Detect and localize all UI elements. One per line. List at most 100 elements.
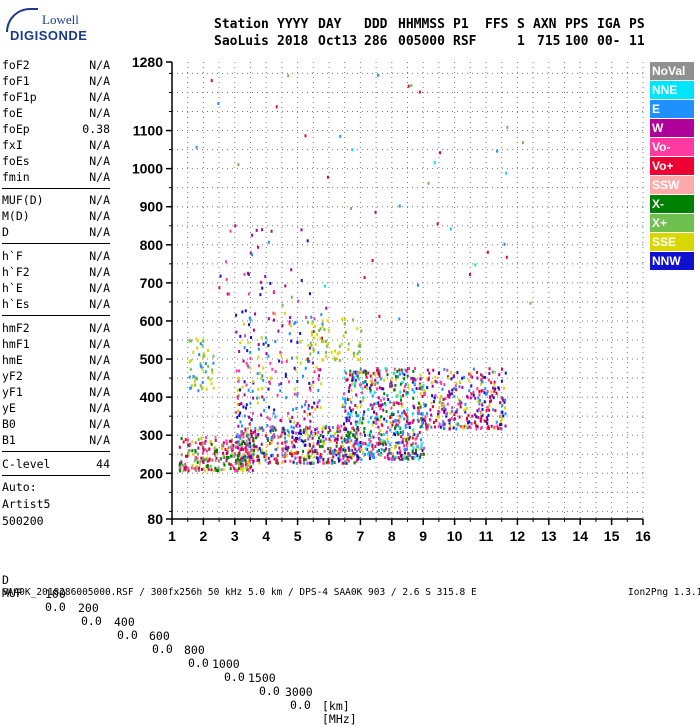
echo-point xyxy=(378,369,381,373)
echo-point xyxy=(398,416,401,420)
echo-point xyxy=(500,379,503,383)
echo-point xyxy=(310,447,313,451)
param-label: yF1 xyxy=(2,385,23,399)
echo-point xyxy=(212,361,215,365)
echo-point xyxy=(406,391,409,395)
logo-line1: Lowell xyxy=(42,12,79,27)
echo-point xyxy=(256,396,259,400)
echo-point xyxy=(413,455,416,459)
muf-value: 0.0 xyxy=(259,684,280,698)
echo-point xyxy=(229,445,232,449)
echo-point xyxy=(282,449,285,453)
echo-point xyxy=(327,447,330,451)
echo-point xyxy=(317,440,320,444)
echo-point xyxy=(321,444,324,448)
echo-point xyxy=(304,428,307,432)
echo-point xyxy=(196,457,199,461)
echo-point xyxy=(386,455,389,459)
echo-point xyxy=(238,465,241,469)
echo-point xyxy=(214,438,217,442)
echo-point xyxy=(353,452,356,456)
echo-point xyxy=(252,431,255,435)
echo-point xyxy=(261,228,264,232)
echo-point xyxy=(453,394,456,398)
echo-point xyxy=(301,405,304,409)
echo-point xyxy=(432,368,435,372)
echo-point xyxy=(325,306,328,310)
echo-point xyxy=(259,413,262,417)
echo-point xyxy=(246,364,249,368)
echo-point xyxy=(257,455,260,459)
header-label-doy: DDD xyxy=(364,17,388,32)
echo-point xyxy=(359,400,362,404)
echo-point xyxy=(476,387,479,391)
echo-point xyxy=(416,433,419,437)
echo-point xyxy=(197,452,200,456)
echo-point xyxy=(228,439,231,443)
echo-point xyxy=(202,448,205,452)
echo-point xyxy=(293,445,296,449)
echo-point xyxy=(291,435,294,439)
echo-point xyxy=(237,409,240,413)
echo-point xyxy=(235,410,238,414)
echo-point xyxy=(370,383,373,387)
echo-point xyxy=(294,456,297,460)
logo-line2: DIGISONDE xyxy=(10,28,88,43)
x-tick-label: 9 xyxy=(419,528,427,544)
echo-point xyxy=(229,454,232,458)
echo-point xyxy=(281,324,284,328)
echo-point xyxy=(444,408,447,412)
echo-point xyxy=(521,141,524,145)
echo-point xyxy=(451,409,454,413)
echo-point xyxy=(266,443,269,447)
echo-point xyxy=(327,430,330,434)
echo-point xyxy=(399,382,402,386)
echo-point xyxy=(295,406,298,410)
auto-line1: Auto: xyxy=(2,480,37,494)
echo-point xyxy=(412,418,415,422)
echo-point xyxy=(296,393,299,397)
param-label: fmin xyxy=(2,170,30,184)
echo-point xyxy=(296,421,299,425)
echo-point xyxy=(431,394,434,398)
echo-point xyxy=(490,424,493,428)
echo-point xyxy=(276,461,279,465)
echo-point xyxy=(244,429,247,433)
echo-point xyxy=(395,375,398,379)
echo-point xyxy=(284,436,287,440)
echo-point xyxy=(248,422,251,426)
echo-point xyxy=(262,428,265,432)
echo-point xyxy=(300,439,303,443)
echo-point xyxy=(378,386,381,390)
echo-point xyxy=(348,440,351,444)
echo-point xyxy=(260,448,263,452)
echo-point xyxy=(468,425,471,429)
echo-point xyxy=(443,367,446,371)
x-tick-label: 12 xyxy=(510,528,526,544)
echo-point xyxy=(298,424,301,428)
echo-point xyxy=(487,425,490,429)
echo-point xyxy=(274,340,277,344)
echo-point xyxy=(475,424,478,428)
echo-point xyxy=(314,455,317,459)
echo-point xyxy=(217,459,220,463)
echo-point xyxy=(264,434,267,438)
x-tick-label: 10 xyxy=(447,528,463,544)
echo-point xyxy=(354,439,357,443)
echo-point xyxy=(472,393,475,397)
echo-point xyxy=(354,433,357,437)
echo-point xyxy=(392,401,395,405)
echo-point xyxy=(404,382,407,386)
echo-point xyxy=(433,396,436,400)
echo-point xyxy=(505,171,508,175)
echo-point xyxy=(347,430,350,434)
echo-point xyxy=(458,402,461,406)
header-label-ffs: FFS xyxy=(485,17,509,32)
echo-point xyxy=(411,412,414,416)
echo-point xyxy=(276,453,279,457)
echo-point xyxy=(313,336,316,340)
echo-point xyxy=(307,344,310,348)
echo-point xyxy=(228,292,231,296)
echo-point xyxy=(378,418,381,422)
echo-point xyxy=(201,381,204,385)
